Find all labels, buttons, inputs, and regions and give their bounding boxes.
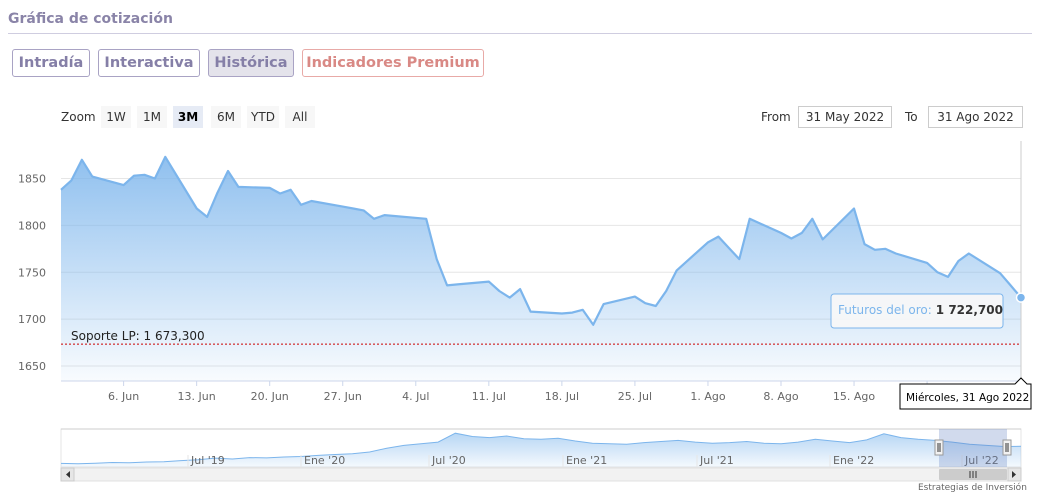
tab-indicadores-premium[interactable]: Indicadores Premium — [302, 49, 484, 77]
to-date-input[interactable]: 31 Ago 2022 — [928, 106, 1023, 128]
to-label: To — [905, 110, 918, 124]
series-line[interactable] — [60, 155, 1022, 326]
title-divider — [8, 33, 1032, 34]
y-tick-label: 1800 — [18, 219, 46, 232]
navigator-handle-left[interactable] — [934, 439, 944, 456]
navigator-label: Jul '19 — [190, 454, 225, 467]
navigator-label: Ene '21 — [566, 454, 607, 467]
zoom-button-6m[interactable]: 6M — [211, 106, 241, 128]
navigator-handle-right[interactable] — [1002, 439, 1012, 456]
svg-text:Futuros del oro:1 722,700: Futuros del oro: 1 722,700 — [838, 303, 1003, 317]
from-date-input[interactable]: 31 May 2022 — [798, 106, 892, 128]
navigator-label: Ene '20 — [304, 454, 345, 467]
navigator-selection[interactable] — [939, 429, 1007, 467]
tab-intradia-label: Intradía — [18, 55, 84, 71]
tab-historica-label: Histórica — [214, 55, 288, 71]
navigator-labels: Jul '19 Ene '20 Jul '20 Ene '21 Jul '21 Ene '… — [187, 454, 999, 467]
scroll-right-icon — [1012, 471, 1016, 478]
zoom-button-all[interactable]: All — [285, 106, 315, 128]
tab-intradia[interactable]: Intradía — [12, 49, 90, 77]
x-tick-label: 8. Ago — [763, 390, 798, 403]
zoom-button-1w[interactable]: 1W — [101, 106, 131, 128]
x-tick-label: 1. Ago — [690, 390, 725, 403]
navigator-line — [60, 432, 1022, 465]
x-tick-label: 20. Jun — [251, 390, 289, 403]
scrollbar[interactable] — [60, 467, 1022, 482]
crosshair-date-text: Miércoles, 31 Ago 2022 — [906, 392, 1029, 404]
zoom-button-1m[interactable]: 1M — [137, 106, 167, 128]
page-title: Gráfica de cotización — [8, 11, 173, 27]
zoom-button-ytd[interactable]: YTD — [247, 106, 279, 128]
y-tick-label: 1700 — [18, 313, 46, 326]
x-tick-label: 25. Jul — [618, 390, 652, 403]
x-tick-label: 13. Jun — [178, 390, 216, 403]
scroll-left-icon — [66, 471, 70, 478]
x-tick-label: 15. Ago — [833, 390, 875, 403]
support-label: Soporte LP: 1 673,300 — [71, 329, 205, 343]
x-axis-ticks: 6. Jun 13. Jun 20. Jun 27. Jun 4. Jul 11. Jul… — [61, 380, 1021, 403]
tab-interactiva-label: Interactiva — [104, 55, 194, 71]
series-area — [61, 156, 1021, 381]
navigator[interactable]: Jul '19 Ene '20 Jul '20 Ene '21 Jul '21 Ene '… — [60, 428, 1022, 468]
navigator-label: Jul '22 — [964, 454, 999, 467]
tooltip-value: 1 722,700 — [936, 303, 1003, 317]
value-tooltip: Futuros del oro: 1 722,700 — [830, 293, 1004, 329]
tab-historica[interactable]: Histórica — [208, 49, 294, 77]
zoom-label: Zoom — [61, 110, 96, 124]
navigator-label: Jul '21 — [699, 454, 734, 467]
x-tick-label: 27. Jun — [324, 390, 362, 403]
y-tick-label: 1650 — [18, 360, 46, 373]
tab-interactiva[interactable]: Interactiva — [98, 49, 200, 77]
y-tick-label: 1850 — [18, 173, 46, 186]
crosshair-date-label: Miércoles, 31 Ago 2022 — [899, 377, 1032, 410]
y-tick-label: 1750 — [18, 266, 46, 279]
hover-marker — [1015, 292, 1027, 303]
navigator-label: Jul '20 — [431, 454, 466, 467]
x-tick-label: 4. Jul — [402, 390, 429, 403]
watermark: Estrategias de Inversión — [918, 483, 1027, 493]
x-tick-label: 6. Jun — [108, 390, 139, 403]
tab-indicadores-premium-label: Indicadores Premium — [306, 55, 480, 71]
from-label: From — [761, 110, 791, 124]
tooltip-series-label: Futuros del oro: — [838, 303, 932, 317]
x-tick-label: 11. Jul — [472, 390, 506, 403]
y-axis-ticks: 1650 1700 1750 1800 1850 — [18, 173, 46, 374]
navigator-label: Ene '22 — [833, 454, 874, 467]
zoom-button-3m[interactable]: 3M — [173, 106, 203, 128]
x-tick-label: 18. Jul — [545, 390, 579, 403]
